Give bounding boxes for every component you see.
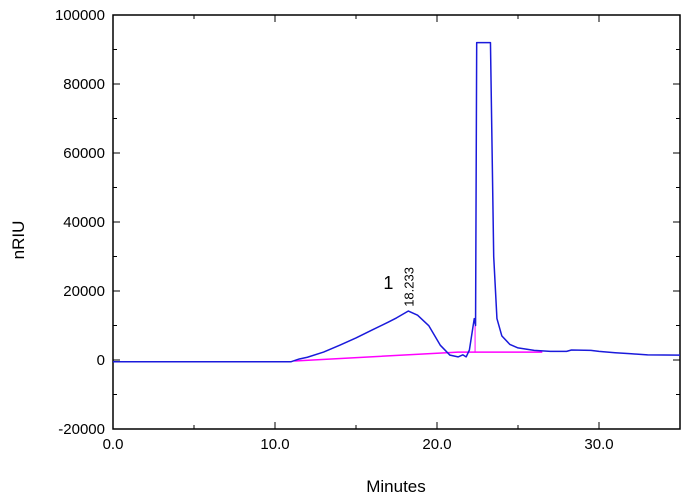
y-tick-label: 60000 xyxy=(63,145,105,162)
integration-baseline xyxy=(294,351,543,362)
y-tick-label: -20000 xyxy=(58,421,105,438)
y-tick-label: 0 xyxy=(97,352,105,369)
x-tick-label: 10.0 xyxy=(260,436,289,453)
x-tick-label: 30.0 xyxy=(584,436,613,453)
y-axis-label: nRIU xyxy=(9,221,28,260)
x-tick-label: 20.0 xyxy=(422,436,451,453)
peak-number-label: 1 xyxy=(383,273,393,293)
y-tick-label: 100000 xyxy=(55,7,105,24)
x-axis-label: Minutes xyxy=(366,477,426,496)
signal-trace xyxy=(113,41,681,363)
x-tick-label: 0.0 xyxy=(103,436,124,453)
marks xyxy=(113,41,681,363)
y-tick-label: 20000 xyxy=(63,283,105,300)
peak-retention-time-label: 18.233 xyxy=(401,267,416,307)
axes: 0.0 10.0 20.0 30.0 -20000 0 20000 40000 60000 800… xyxy=(55,7,681,453)
y-tick-label: 40000 xyxy=(63,214,105,231)
y-tick-label: 80000 xyxy=(63,76,105,93)
plot-frame xyxy=(112,14,681,430)
